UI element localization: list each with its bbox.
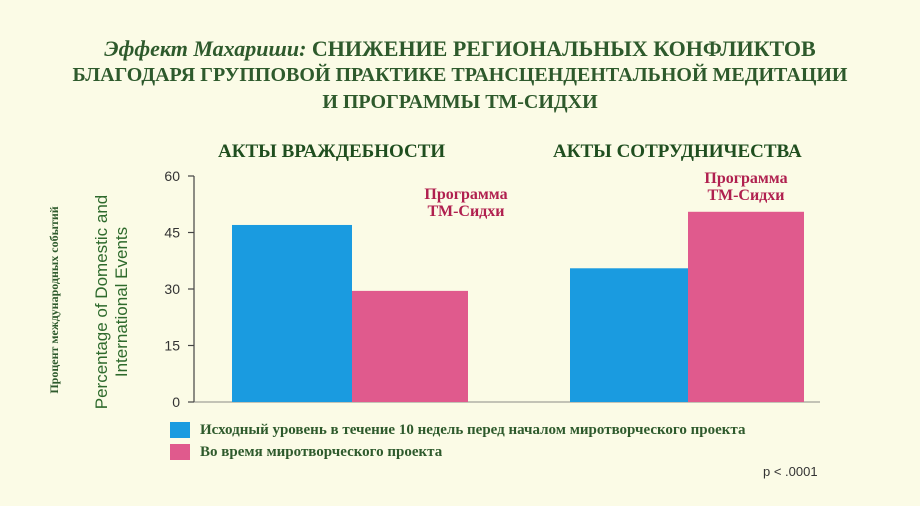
legend-item-during: Во время миротворческого проекта (170, 443, 442, 461)
y-tick-label-0: 0 (172, 394, 180, 410)
y-tick-label-2: 30 (164, 281, 180, 297)
group-title-hostility: АКТЫ ВРАЖДЕБНОСТИ (218, 141, 446, 162)
bar-baseline-1 (570, 268, 690, 402)
program-label-line1-0: Программа (424, 186, 507, 203)
bar-baseline-0 (232, 224, 352, 402)
chart-title-italic: Эффект Махариши: (104, 36, 307, 61)
group-title-cooperation: АКТЫ СОТРУДНИЧЕСТВА (553, 141, 802, 162)
program-label-line1-1: Программа (704, 170, 787, 187)
legend-swatch-baseline (170, 422, 190, 438)
bar-during-0 (352, 290, 468, 402)
chart-title-main: СНИЖЕНИЕ РЕГИОНАЛЬНЫХ КОНФЛИКТОВ (311, 36, 816, 61)
y-tick-label-1: 15 (164, 338, 180, 354)
chart-title-line3: И ПРОГРАММЫ ТМ-СИДХИ (322, 91, 598, 113)
program-label-line2-0: ТМ-Сидхи (428, 203, 505, 220)
legend-label-during: Во время миротворческого проекта (200, 443, 443, 460)
y-tick-label-4: 60 (164, 168, 180, 184)
legend-swatch-during (170, 444, 190, 460)
legend-item-baseline: Исходный уровень в течение 10 недель пер… (170, 421, 745, 439)
y-tick-label-3: 45 (164, 225, 180, 241)
p-value-annotation: p < .0001 (763, 464, 818, 479)
chart-title-line1: Эффект Махариши: СНИЖЕНИЕ РЕГИОНАЛЬНЫХ К… (0, 36, 920, 62)
bar-during-1 (688, 211, 804, 402)
legend-label-baseline: Исходный уровень в течение 10 недель пер… (200, 421, 746, 438)
chart-title-line2: БЛАГОДАРЯ ГРУППОВОЙ ПРАКТИКЕ ТРАНСЦЕНДЕН… (72, 64, 848, 86)
program-label-line2-1: ТМ-Сидхи (708, 187, 785, 204)
